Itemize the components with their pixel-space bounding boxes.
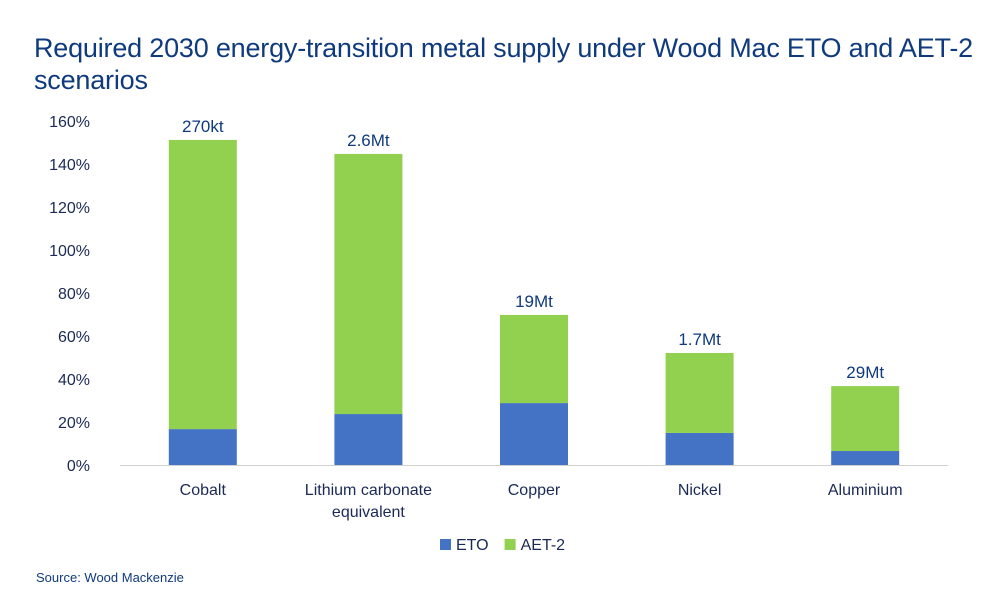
x-category-label: Cobalt [180, 482, 227, 499]
x-category-label: Lithium carbonate [305, 482, 432, 499]
data-label: 270kt [182, 117, 224, 136]
bar-aet-2-nickel [665, 352, 734, 433]
legend-label-aet-2: AET-2 [521, 537, 566, 554]
chart-title: Required 2030 energy-transition metal su… [34, 33, 973, 95]
data-label: 29Mt [846, 363, 884, 382]
bar-aet-2-lithium-carbonate-equivalent [334, 153, 403, 415]
y-tick-label: 140% [49, 157, 90, 174]
y-tick-label: 0% [67, 458, 90, 475]
x-category-label: equivalent [332, 504, 406, 521]
bar-aet-2-aluminium [831, 386, 900, 452]
bar-eto-copper [500, 403, 568, 465]
legend-swatch-aet-2 [504, 539, 516, 550]
y-tick-label: 40% [58, 372, 90, 389]
y-tick-label: 120% [49, 200, 90, 217]
x-category-label: Nickel [678, 482, 722, 499]
data-label: 1.7Mt [678, 330, 721, 349]
y-tick-label: 80% [58, 286, 90, 303]
legend-label-eto: ETO [456, 537, 489, 554]
bar-eto-cobalt [168, 429, 237, 465]
y-tick-label: 160% [49, 114, 90, 131]
y-tick-label: 20% [58, 415, 90, 432]
x-category-label: Aluminium [828, 482, 903, 499]
y-tick-label: 60% [58, 329, 90, 346]
x-category-label: Copper [508, 482, 561, 499]
legend-swatch-eto [440, 539, 451, 550]
y-tick-label: 100% [49, 243, 90, 260]
bar-eto-lithium-carbonate-equivalent [334, 414, 403, 465]
bar-aet-2-copper [500, 314, 568, 404]
source-note: Source: Wood Mackenzie [36, 570, 184, 585]
bar-eto-aluminium [831, 451, 900, 465]
bar-eto-nickel [665, 432, 734, 465]
data-label: 2.6Mt [347, 131, 390, 150]
data-label: 19Mt [515, 292, 553, 311]
bar-aet-2-cobalt [168, 139, 237, 430]
